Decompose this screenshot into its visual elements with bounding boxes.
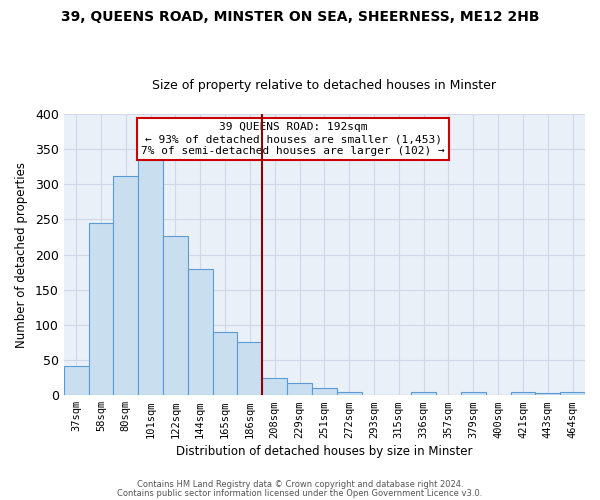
Bar: [212, 332, 238, 395]
Bar: [262, 378, 287, 395]
Bar: [64, 366, 89, 395]
Text: Contains HM Land Registry data © Crown copyright and database right 2024.: Contains HM Land Registry data © Crown c…: [137, 480, 463, 489]
Title: Size of property relative to detached houses in Minster: Size of property relative to detached ho…: [152, 79, 496, 92]
Text: 39, QUEENS ROAD, MINSTER ON SEA, SHEERNESS, ME12 2HB: 39, QUEENS ROAD, MINSTER ON SEA, SHEERNE…: [61, 10, 539, 24]
Text: Contains public sector information licensed under the Open Government Licence v3: Contains public sector information licen…: [118, 488, 482, 498]
Bar: [312, 388, 337, 395]
Bar: [411, 392, 436, 395]
Bar: [287, 383, 312, 395]
Bar: [138, 160, 163, 395]
Bar: [560, 392, 585, 395]
Bar: [461, 392, 486, 395]
Bar: [89, 223, 113, 395]
Bar: [511, 392, 535, 395]
X-axis label: Distribution of detached houses by size in Minster: Distribution of detached houses by size …: [176, 444, 473, 458]
Bar: [535, 393, 560, 395]
Bar: [337, 392, 362, 395]
Y-axis label: Number of detached properties: Number of detached properties: [15, 162, 28, 348]
Bar: [238, 342, 262, 395]
Text: 39 QUEENS ROAD: 192sqm
← 93% of detached houses are smaller (1,453)
7% of semi-d: 39 QUEENS ROAD: 192sqm ← 93% of detached…: [141, 122, 445, 156]
Bar: [113, 176, 138, 395]
Bar: [188, 268, 212, 395]
Bar: [163, 236, 188, 395]
